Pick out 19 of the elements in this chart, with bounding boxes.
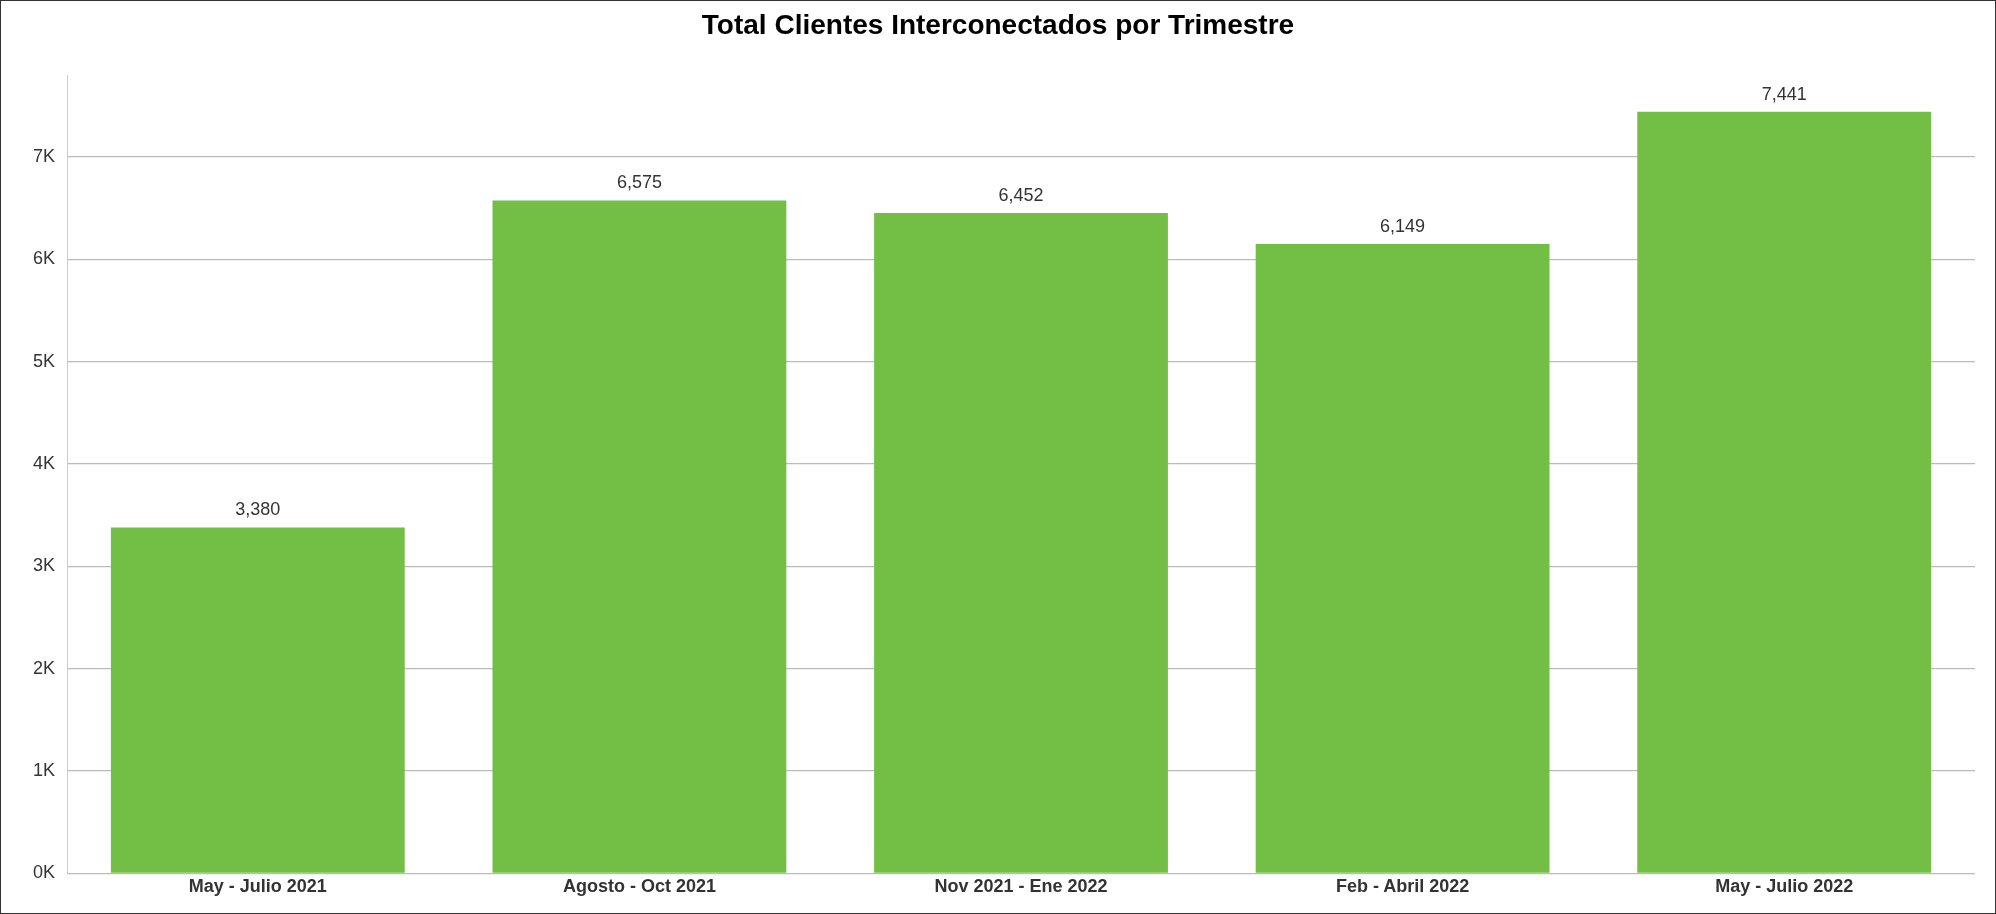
x-tick-label: Feb - Abril 2022 <box>1335 876 1470 897</box>
data-label: 6,575 <box>616 172 662 193</box>
y-tick-label: 2K <box>32 657 56 678</box>
x-tick-label: Nov 2021 - Ene 2022 <box>934 876 1108 897</box>
data-label: 6,452 <box>998 184 1044 205</box>
data-label: 7,441 <box>1761 83 1807 104</box>
x-tick-label: May - Julio 2022 <box>1715 876 1854 897</box>
y-tick-label: 0K <box>32 862 56 883</box>
y-tick-label: 6K <box>32 248 56 269</box>
data-label: 3,380 <box>235 499 281 520</box>
y-tick-label: 3K <box>32 555 56 576</box>
y-tick-label: 4K <box>32 452 56 473</box>
x-tick-label: Agosto - Oct 2021 <box>562 876 716 897</box>
chart-title: Total Clientes Interconectados por Trimestre <box>700 9 1296 41</box>
y-tick-label: 7K <box>32 145 56 166</box>
data-label: 6,149 <box>1380 215 1426 236</box>
x-tick-label: May - Julio 2021 <box>188 876 327 897</box>
y-tick-label: 1K <box>32 760 56 781</box>
y-tick-label: 5K <box>32 350 56 371</box>
